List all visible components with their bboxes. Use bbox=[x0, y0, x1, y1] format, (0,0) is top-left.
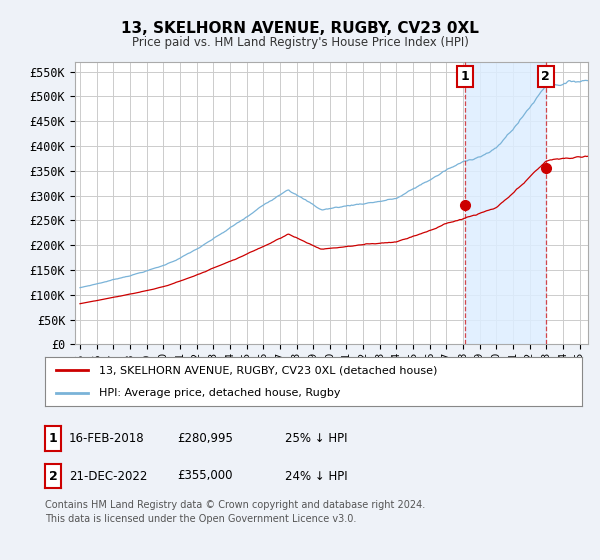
Bar bbox=[465, 62, 546, 344]
Text: Contains HM Land Registry data © Crown copyright and database right 2024.
This d: Contains HM Land Registry data © Crown c… bbox=[45, 501, 425, 524]
Text: 1: 1 bbox=[461, 70, 469, 83]
Text: 13, SKELHORN AVENUE, RUGBY, CV23 0XL: 13, SKELHORN AVENUE, RUGBY, CV23 0XL bbox=[121, 21, 479, 36]
Text: 13, SKELHORN AVENUE, RUGBY, CV23 0XL (detached house): 13, SKELHORN AVENUE, RUGBY, CV23 0XL (de… bbox=[98, 365, 437, 375]
Text: HPI: Average price, detached house, Rugby: HPI: Average price, detached house, Rugb… bbox=[98, 388, 340, 398]
Text: Price paid vs. HM Land Registry's House Price Index (HPI): Price paid vs. HM Land Registry's House … bbox=[131, 36, 469, 49]
Text: 1: 1 bbox=[49, 432, 58, 445]
Text: £355,000: £355,000 bbox=[177, 469, 233, 483]
Text: 25% ↓ HPI: 25% ↓ HPI bbox=[285, 432, 347, 445]
Text: 2: 2 bbox=[49, 469, 58, 483]
Text: 24% ↓ HPI: 24% ↓ HPI bbox=[285, 469, 347, 483]
Text: 21-DEC-2022: 21-DEC-2022 bbox=[69, 469, 148, 483]
Text: £280,995: £280,995 bbox=[177, 432, 233, 445]
Text: 16-FEB-2018: 16-FEB-2018 bbox=[69, 432, 145, 445]
Text: 2: 2 bbox=[541, 70, 550, 83]
